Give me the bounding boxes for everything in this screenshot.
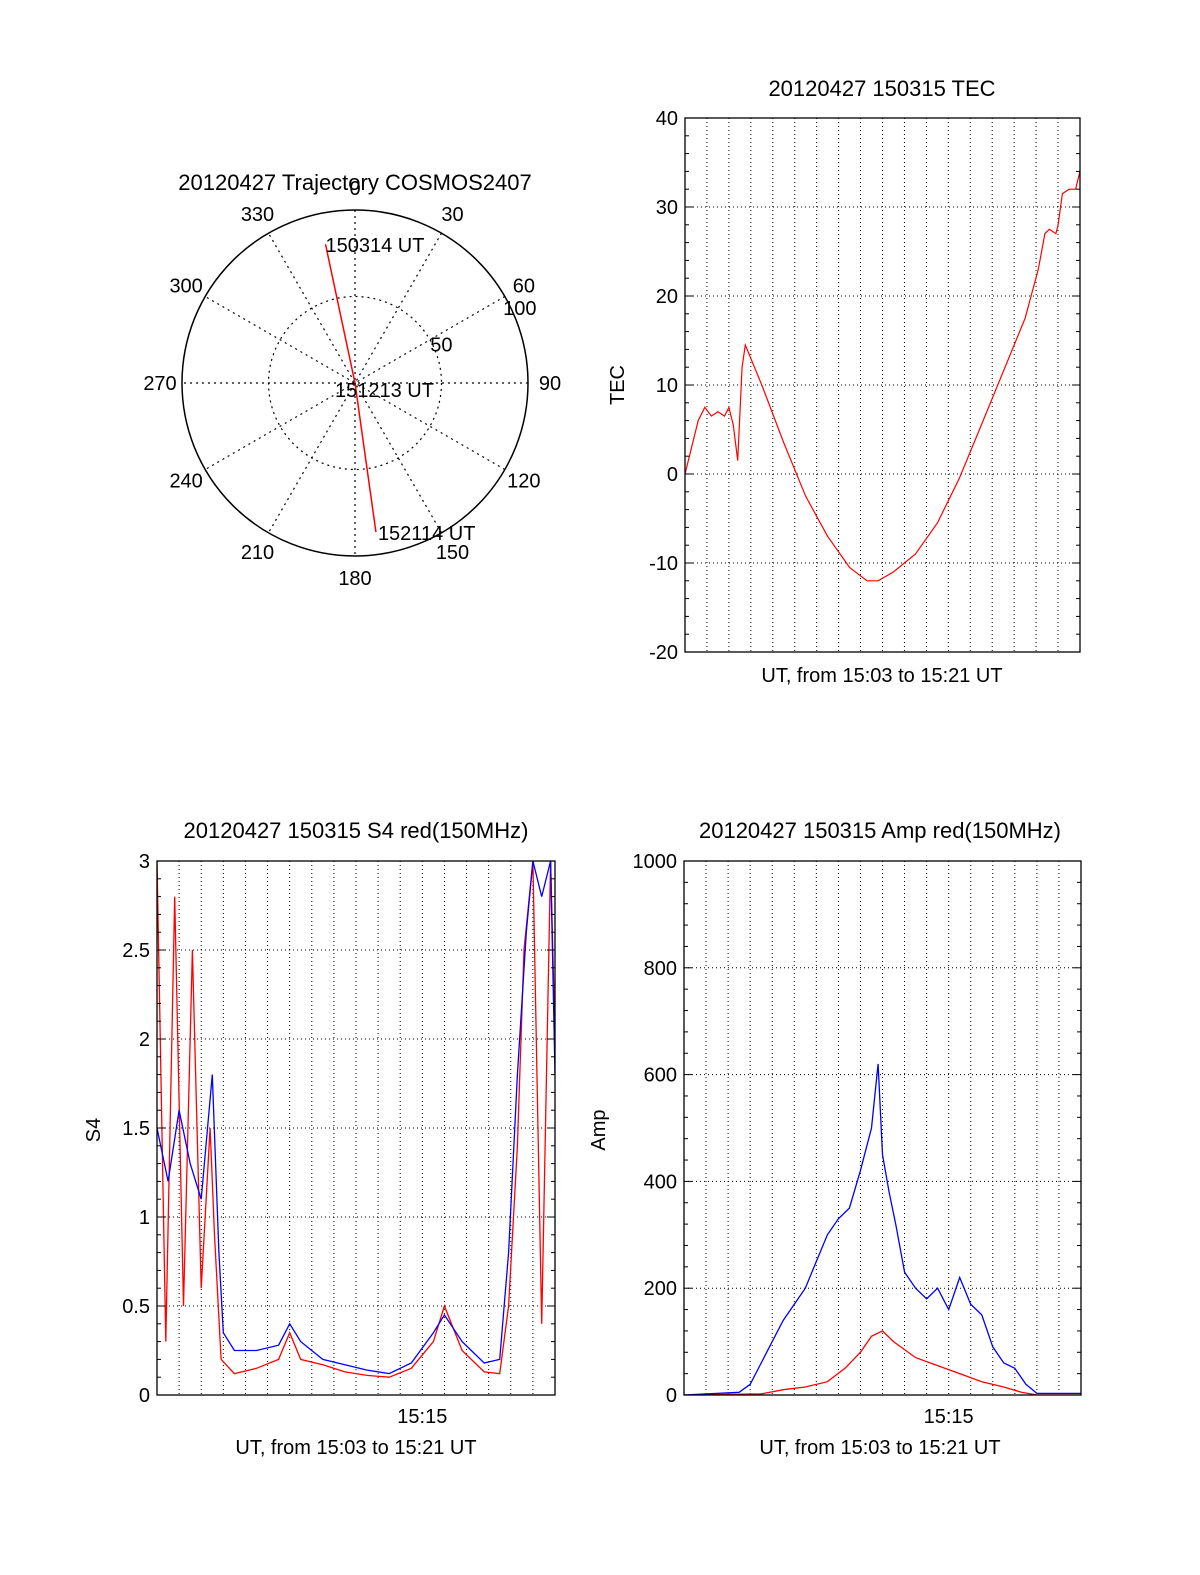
polar-angle-label: 180: [338, 568, 371, 590]
polar-angle-label: 270: [143, 373, 176, 395]
y-tick-label: 600: [644, 1065, 677, 1087]
polar-angle-label: 240: [169, 471, 202, 493]
tec-axes-series-red: [685, 171, 1080, 582]
polar-radius-label: 50: [430, 334, 452, 356]
s4-xlabel: UT, from 15:03 to 15:21 UT: [235, 1437, 476, 1459]
polar-angle-label: 300: [169, 276, 202, 298]
y-tick-label: 3: [139, 851, 150, 873]
polar-grid: [181, 209, 529, 557]
y-tick-label: 800: [644, 958, 677, 980]
y-tick-label: 20: [656, 286, 678, 308]
y-tick-label: 1.5: [122, 1118, 150, 1140]
y-tick-label: 2.5: [122, 940, 150, 962]
y-tick-label: -20: [649, 642, 678, 664]
polar-spoke: [267, 232, 443, 534]
y-tick-label: 400: [644, 1171, 677, 1193]
polar-title: 20120427 Trajectory COSMOS2407: [178, 170, 531, 195]
x-tick-label: 15:15: [397, 1406, 447, 1428]
y-tick-label: 1: [139, 1207, 150, 1229]
polar-trajectory-line: [324, 244, 377, 533]
x-tick-label: 15:15: [924, 1406, 974, 1428]
s4-axes-series-blue: [157, 861, 555, 1375]
polar-angle-label: 150: [436, 542, 469, 564]
polar-angle-label: 210: [241, 542, 274, 564]
y-tick-label: 10: [656, 375, 678, 397]
s4-axes-series-red: [157, 861, 555, 1378]
polar-spoke: [204, 295, 506, 471]
amp-ylabel: Amp: [588, 1109, 610, 1150]
polar-angle-label: 60: [513, 276, 535, 298]
y-tick-label: 200: [644, 1278, 677, 1300]
amp-title: 20120427 150315 Amp red(150MHz): [699, 818, 1061, 843]
tec-ylabel: TEC: [607, 365, 629, 405]
s4-title: 20120427 150315 S4 red(150MHz): [184, 818, 529, 843]
y-tick-label: 1000: [633, 851, 678, 873]
polar-angle-label: 0: [349, 178, 360, 200]
y-tick-label: -10: [649, 553, 678, 575]
s4-ylabel: S4: [83, 1118, 105, 1142]
polar-point-label: 151213 UT: [335, 380, 434, 402]
polar-point-label: 152114 UT: [378, 523, 475, 545]
amp-axes: 0 200 400 600 800 1000 15:15: [633, 851, 1082, 1428]
polar-angle-label: 330: [241, 204, 274, 226]
polar-angle-labels: 0 30 60 90 120 150 180 210 240 270 300 330: [143, 178, 561, 590]
tec-xlabel: UT, from 15:03 to 15:21 UT: [761, 665, 1002, 687]
y-tick-label: 40: [656, 108, 678, 130]
y-tick-label: 30: [656, 197, 678, 219]
polar-radius-label: 100: [503, 298, 536, 320]
amp-xlabel: UT, from 15:03 to 15:21 UT: [759, 1437, 1000, 1459]
polar-spoke: [267, 232, 443, 534]
amp-axes-frame: [683, 860, 1082, 1396]
y-tick-label: 2: [139, 1029, 150, 1051]
polar-angle-label: 90: [539, 373, 561, 395]
polar-trajectory-plot: 20120427 Trajectory COSMOS2407 0 30 60 90 12…: [143, 170, 561, 590]
amp-plot: 20120427 150315 Amp red(150MHz) UT, from…: [588, 818, 1082, 1459]
polar-angle-label: 30: [441, 204, 463, 226]
s4-plot: 20120427 150315 S4 red(150MHz) UT, from …: [83, 818, 556, 1459]
y-tick-label: 0: [139, 1385, 150, 1407]
y-tick-label: 0: [666, 1385, 677, 1407]
s4-axes: 0 0.5 1 1.5 2 2.5 3 15:15: [122, 851, 556, 1428]
y-tick-label: 0: [667, 464, 678, 486]
amp-axes-series-blue: [684, 1063, 1081, 1395]
polar-angle-label: 120: [507, 471, 540, 493]
tec-axes: -20 -10 0 10 20 30 40: [649, 108, 1081, 664]
polar-spoke: [204, 295, 506, 471]
polar-trajectory-series: 150314 UT 151213 UT 152114 UT: [324, 235, 475, 545]
polar-point-label: 150314 UT: [326, 235, 425, 257]
tec-title: 20120427 150315 TEC: [768, 76, 995, 101]
polar-radius-labels: 50 100: [430, 298, 536, 357]
y-tick-label: 0.5: [122, 1296, 150, 1318]
amp-axes-series-red: [684, 1330, 1081, 1395]
tec-plot: 20120427 150315 TEC UT, from 15:03 to 15…: [607, 76, 1081, 687]
